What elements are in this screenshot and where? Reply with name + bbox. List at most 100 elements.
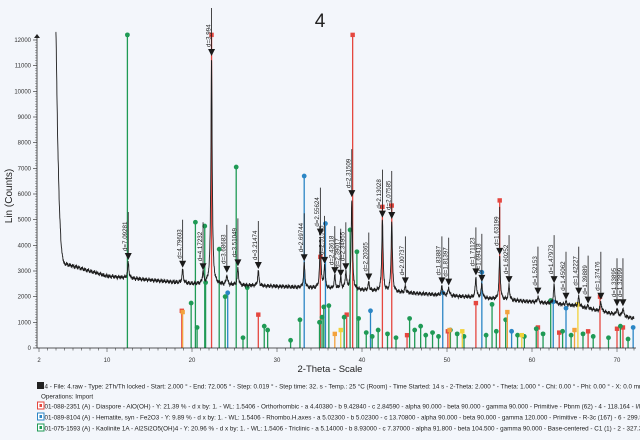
peak-triangle-icon bbox=[321, 256, 329, 264]
reference-stick-marker bbox=[180, 309, 185, 315]
peak-marker: d=1.83887 bbox=[436, 236, 446, 285]
reference-stick-marker bbox=[125, 32, 130, 38]
peak-marker: d=2.00737 bbox=[399, 236, 409, 285]
reference-stick-marker bbox=[614, 326, 620, 331]
y-tick-label: 4000 bbox=[18, 243, 32, 249]
reference-stick-marker bbox=[265, 327, 271, 333]
reference-stick-marker bbox=[572, 327, 577, 333]
reference-stick-marker bbox=[515, 332, 520, 338]
reference-stick-marker bbox=[233, 164, 239, 170]
peak-d-label: d=4.79603 bbox=[176, 229, 183, 259]
reference-stick-marker bbox=[375, 327, 381, 333]
reference-stick-marker bbox=[519, 332, 524, 338]
peak-marker: d=3.994 bbox=[205, 7, 216, 56]
peak-d-label: d=1.45062 bbox=[560, 261, 567, 291]
peak-marker: d=2.55624 bbox=[314, 187, 324, 236]
y-tick-label: 10000 bbox=[14, 89, 31, 95]
legend-entry: 01-089-8104 (A) - Hematite, syn - Fe2O3 … bbox=[45, 415, 640, 422]
y-tick-label: 3000 bbox=[18, 269, 32, 275]
reference-stick-marker bbox=[473, 300, 479, 306]
reference-stick-marker bbox=[332, 331, 337, 337]
y-axis-label: Lin (Counts) bbox=[4, 169, 15, 223]
peak-triangle-icon bbox=[300, 254, 308, 262]
peak-marker: d=3.21474 bbox=[252, 221, 262, 269]
peak-marker: d=2.43618 bbox=[329, 226, 339, 275]
peak-triangle-icon bbox=[337, 269, 345, 277]
y-tick-label: 6000 bbox=[18, 192, 32, 198]
reference-stick-marker bbox=[225, 290, 231, 296]
x-tick-label: 60 bbox=[529, 358, 536, 364]
peak-triangle-icon bbox=[365, 273, 373, 281]
reference-stick-marker bbox=[557, 330, 562, 335]
reference-stick-marker bbox=[288, 337, 293, 343]
peak-d-label: d=1.71123 bbox=[470, 237, 477, 267]
y-tick-label: 0 bbox=[28, 346, 32, 352]
reference-stick-marker bbox=[620, 325, 626, 330]
peak-d-label: d=1.33895 bbox=[611, 267, 618, 297]
reference-stick-marker bbox=[344, 312, 349, 317]
reference-stick-marker bbox=[347, 227, 353, 233]
peak-d-label: d=2.20365 bbox=[363, 242, 370, 272]
peak-marker: d=3.51049 bbox=[232, 218, 242, 267]
reference-stick-marker bbox=[404, 332, 410, 338]
peak-d-label: d=3.68683 bbox=[221, 234, 228, 264]
peak-d-label: d=1.52153 bbox=[532, 256, 539, 286]
peak-marker: d=2.69744 bbox=[298, 213, 308, 262]
reference-stick-marker bbox=[483, 332, 489, 338]
peak-d-label: d=2.00737 bbox=[399, 245, 406, 275]
legend-swatch-fill bbox=[39, 415, 42, 418]
peak-triangle-icon bbox=[505, 276, 513, 284]
peak-d-label: d=2.13028 bbox=[376, 179, 383, 209]
reference-stick-marker bbox=[363, 330, 369, 335]
peak-triangle-icon bbox=[550, 276, 558, 284]
peak-marker: d=1.63199 bbox=[494, 206, 504, 255]
peak-d-label: d=2.51505 bbox=[318, 225, 325, 255]
peak-triangle-icon bbox=[445, 278, 453, 286]
reference-stick-marker bbox=[454, 331, 460, 337]
peak-marker: d=1.42227 bbox=[573, 246, 583, 295]
reference-stick-marker bbox=[533, 326, 539, 332]
peak-d-label: d=2.43618 bbox=[329, 235, 336, 265]
reference-stick-marker bbox=[194, 325, 200, 330]
peak-marker: d=2.20365 bbox=[363, 232, 373, 281]
reference-stick-marker bbox=[585, 329, 591, 334]
peak-marker: d=2.34955 bbox=[340, 222, 350, 271]
peak-d-label: d=4.17232 bbox=[197, 231, 204, 261]
peak-marker: d=4.79603 bbox=[176, 219, 187, 268]
reference-stick-marker bbox=[493, 328, 499, 334]
peak-triangle-icon bbox=[438, 277, 446, 285]
reference-stick-marker bbox=[563, 305, 569, 311]
peak-d-label: d=1.42227 bbox=[573, 256, 580, 286]
reference-stick-marker bbox=[447, 327, 452, 333]
reference-stick-marker bbox=[350, 32, 355, 38]
peak-marker: d=1.39889 bbox=[582, 255, 592, 304]
peak-marker: d=7.09281 bbox=[122, 212, 132, 261]
peak-d-label: d=1.83887 bbox=[436, 245, 443, 275]
reference-stick-marker bbox=[203, 280, 209, 285]
y-tick-label: 8000 bbox=[18, 141, 32, 147]
reference-stick-marker bbox=[436, 334, 441, 339]
reference-stick-marker bbox=[509, 328, 514, 334]
reference-stick-marker bbox=[356, 316, 361, 321]
scan-icon-box bbox=[37, 382, 44, 389]
reference-stick-marker bbox=[188, 300, 194, 306]
reference-stick-marker bbox=[625, 336, 631, 342]
x-tick-label: 20 bbox=[189, 358, 196, 364]
peak-d-label: d=7.09281 bbox=[122, 221, 129, 251]
peak-marker: d=3.68683 bbox=[221, 224, 231, 273]
reference-stick-marker bbox=[193, 219, 198, 225]
x-tick-label: 50 bbox=[444, 358, 451, 364]
peak-marker: d=1.47973 bbox=[548, 235, 558, 284]
peak-triangle-icon bbox=[234, 259, 242, 267]
peak-triangle-icon bbox=[199, 263, 207, 271]
reference-stick-marker bbox=[222, 294, 228, 300]
reference-stick-marker bbox=[423, 332, 429, 338]
peak-d-label: d=1.39889 bbox=[582, 265, 589, 295]
peak-d-label: d=2.31509 bbox=[346, 158, 353, 188]
reference-stick-marker bbox=[568, 332, 574, 338]
legend-entry: 01-075-1593 (A) - Kaolinite 1A - Al2Si2O… bbox=[45, 426, 640, 433]
peak-d-label: d=2.34955 bbox=[340, 231, 347, 261]
x-tick-label: 2 bbox=[37, 358, 41, 364]
peak-d-label: d=3.994 bbox=[205, 24, 212, 47]
y-axis-arrow-icon bbox=[34, 34, 40, 38]
